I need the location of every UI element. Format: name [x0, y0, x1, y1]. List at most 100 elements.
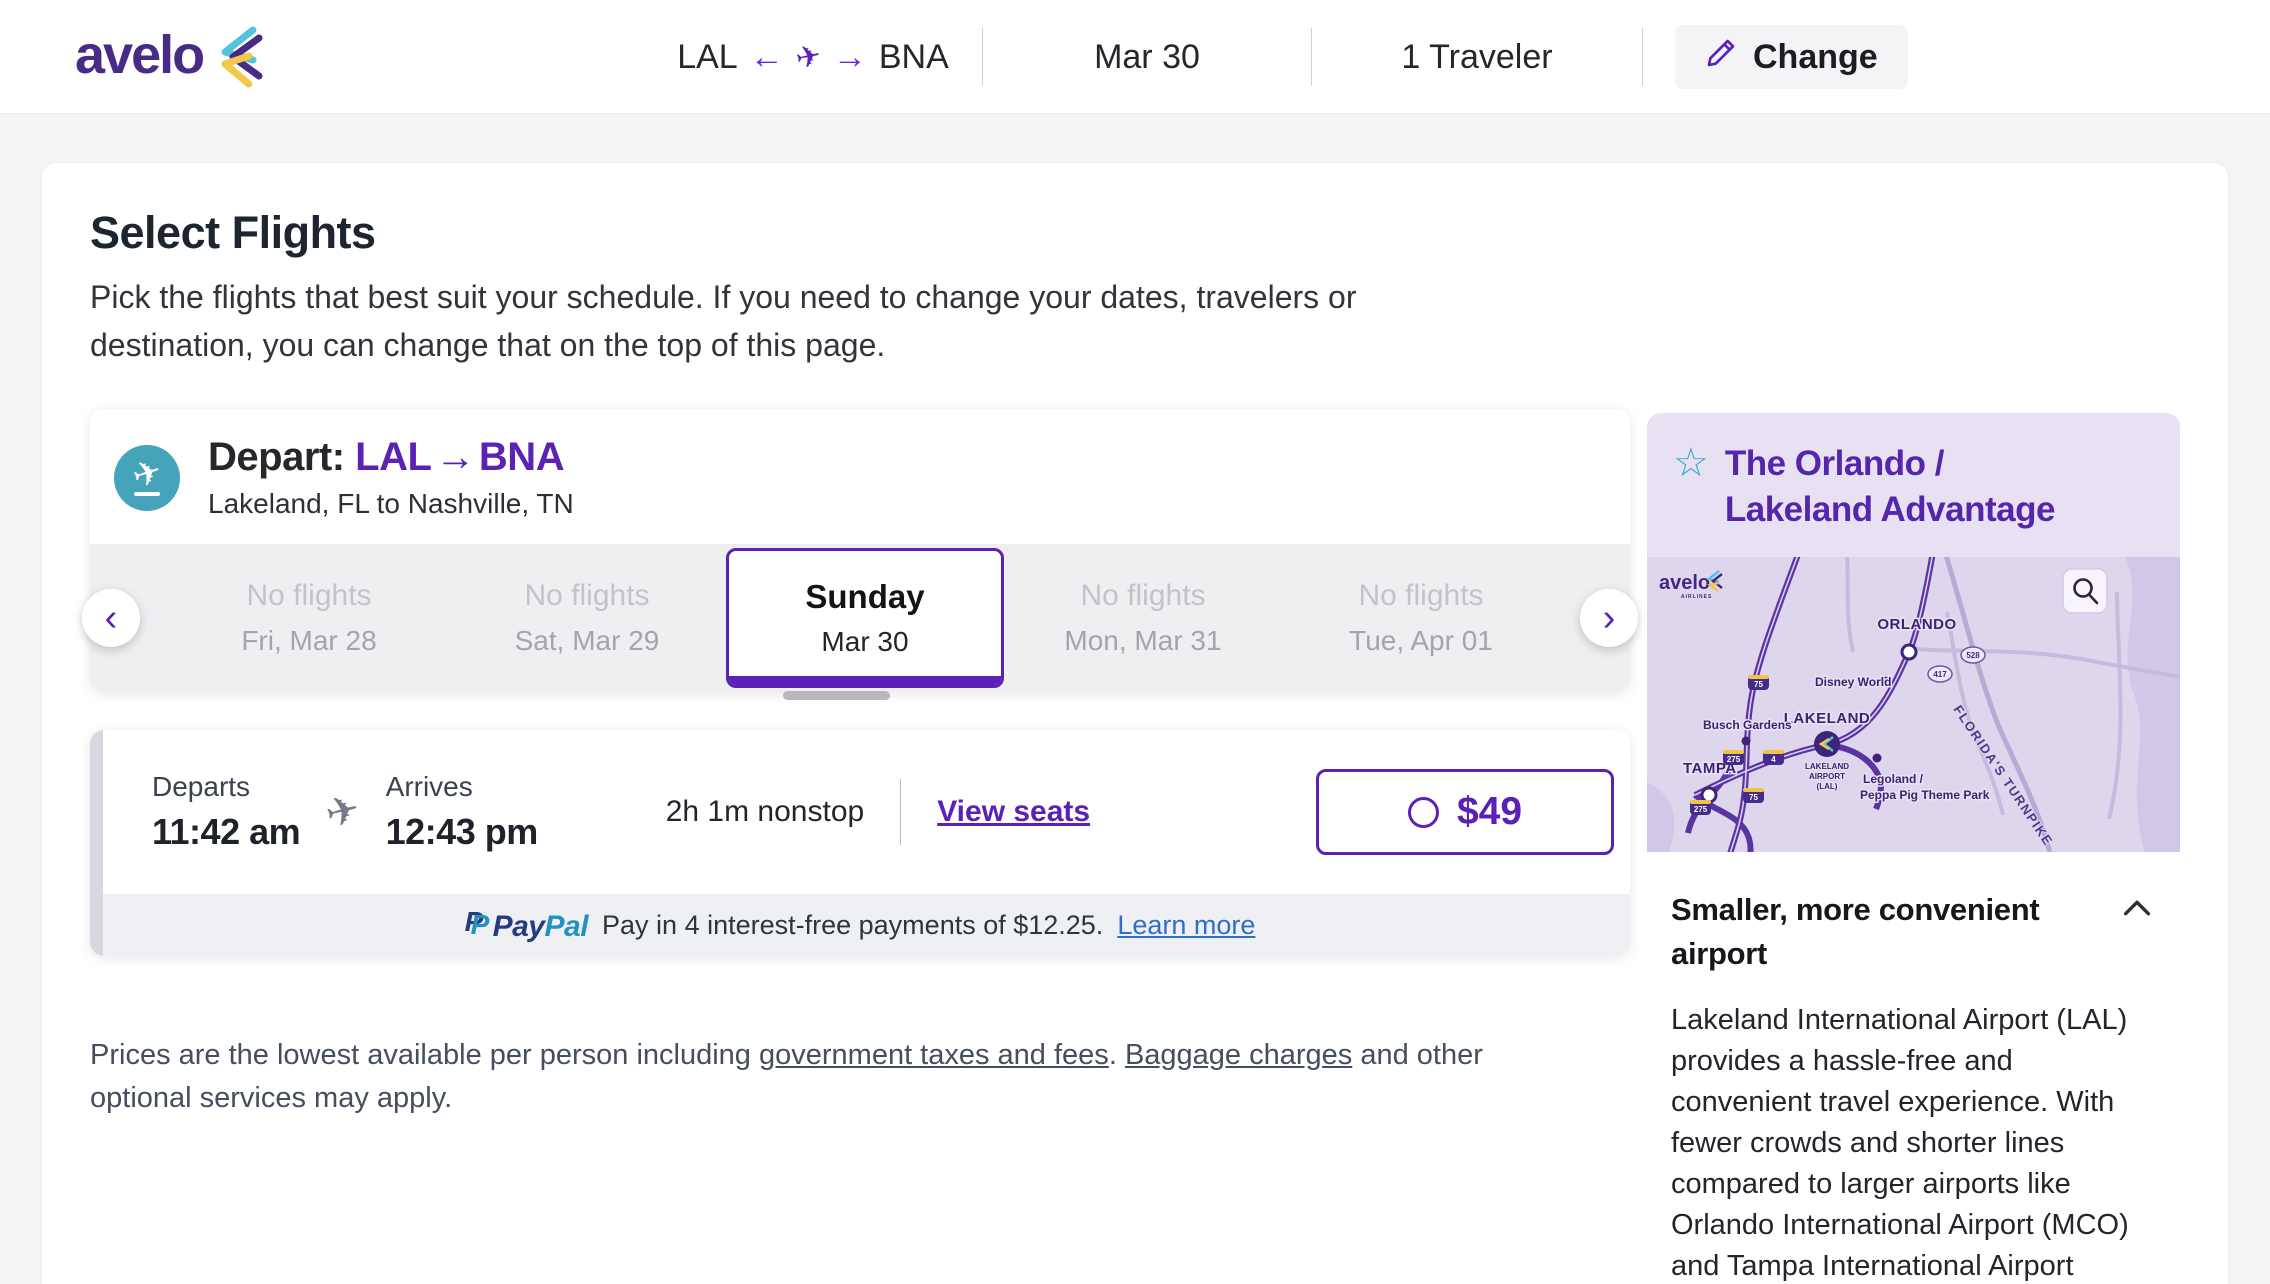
- fare-price: $49: [1456, 790, 1523, 833]
- flight-row: Departs 11:42 am ✈ Arrives 12:43 pm 2h 1…: [90, 730, 1630, 894]
- carousel-next-button[interactable]: ›: [1580, 589, 1638, 647]
- depart-destination: BNA: [478, 435, 565, 479]
- avelo-logo[interactable]: avelo: [75, 24, 263, 93]
- departs-time: 11:42 am: [152, 811, 301, 852]
- depart-card: ✈ Depart: LAL → BNA Lakeland, FL to Nashvi…: [82, 409, 1638, 700]
- arrives-block: Arrives 12:43 pm: [385, 771, 539, 853]
- date-carousel: ‹ No flights Fri, Mar 28 No flights Sat,…: [82, 544, 1638, 700]
- map-zoom-button[interactable]: [2062, 568, 2108, 614]
- svg-text:LAKELAND: LAKELAND: [1805, 762, 1849, 771]
- depart-label: Depart:: [208, 435, 345, 479]
- star-icon: ☆: [1673, 441, 1709, 485]
- top-header: avelo LAL ← ✈ → BNA Mar 30 1 Traveler Ch…: [0, 0, 2270, 114]
- advantage-card: ☆ The Orlando / Lakeland Advantage: [1647, 413, 2180, 1284]
- price-disclaimer: Prices are the lowest available per pers…: [90, 1039, 1483, 1114]
- depart-route-title: Depart: LAL → BNA: [208, 435, 574, 480]
- carousel-prev-button[interactable]: ‹: [82, 589, 140, 647]
- svg-text:528: 528: [1966, 651, 1980, 660]
- svg-text:275: 275: [1694, 805, 1708, 814]
- map-label-lakeland: LAKELAND: [1784, 710, 1871, 727]
- flight-result-card: Departs 11:42 am ✈ Arrives 12:43 pm 2h 1…: [90, 730, 1630, 956]
- map-label-disney: Disney World: [1815, 675, 1891, 689]
- taxes-fees-link[interactable]: government taxes and fees: [758, 1039, 1109, 1071]
- header-divider: [1311, 28, 1312, 86]
- carousel-scrollbar-thumb[interactable]: [783, 691, 890, 700]
- arrives-time: 12:43 pm: [385, 811, 539, 852]
- advantage-sidebar: ☆ The Orlando / Lakeland Advantage: [1647, 413, 2180, 1284]
- fare-select-button[interactable]: $49: [1316, 769, 1614, 855]
- paypal-mark-icon: P P: [464, 906, 490, 940]
- date-tab-selected-sun-mar-30[interactable]: Sunday Mar 30: [726, 548, 1004, 688]
- paypal-message: Pay in 4 interest-free payments of $12.2…: [602, 909, 1104, 940]
- route-destination: BNA: [878, 37, 949, 76]
- select-flights-card: Select Flights Pick the flights that bes…: [42, 163, 2228, 1284]
- page-title: Select Flights: [90, 207, 376, 258]
- search-icon: [2073, 578, 2093, 598]
- svg-text:avelo: avelo: [1659, 572, 1710, 594]
- chevron-up-icon[interactable]: [2120, 896, 2154, 925]
- map-shield-i4: 4: [1763, 750, 1784, 765]
- trip-travelers: 1 Traveler: [1401, 37, 1553, 76]
- date-cell-fri-mar-28: No flights Fri, Mar 28: [241, 579, 377, 656]
- row-divider: [900, 779, 902, 845]
- svg-text:417: 417: [1933, 670, 1947, 679]
- fare-radio-icon: [1407, 796, 1439, 828]
- info-body: Lakeland International Airport (LAL) pro…: [1671, 1004, 2129, 1282]
- map-shield-i75: 75: [1748, 675, 1769, 690]
- header-divider: [1642, 28, 1643, 86]
- map-avelo-logo: avelo AIRLINES: [1659, 570, 1723, 600]
- depart-route-subtitle: Lakeland, FL to Nashville, TN: [208, 488, 574, 519]
- depart-origin: LAL: [355, 435, 432, 479]
- plane-takeoff-icon: ✈: [114, 444, 180, 511]
- svg-text:Peppa Pig Theme Park: Peppa Pig Theme Park: [1860, 788, 1990, 802]
- svg-text:275: 275: [1727, 755, 1741, 764]
- map-shield-i275-south: 275: [1690, 800, 1711, 815]
- svg-text:75: 75: [1749, 793, 1758, 802]
- map-label-legoland: Legoland /: [1863, 772, 1924, 786]
- route-origin: LAL: [677, 37, 738, 76]
- svg-text:4: 4: [1771, 755, 1776, 764]
- trip-route: LAL ← ✈ → BNA: [644, 38, 982, 77]
- header-divider: [982, 28, 983, 86]
- avelo-logo-icon: [209, 26, 263, 93]
- trip-date: Mar 30: [1094, 37, 1200, 76]
- selected-tab-indicator: [729, 676, 1001, 685]
- map-shield-528: 528: [1960, 646, 1986, 664]
- right-arrow-icon: →: [435, 435, 475, 479]
- avelo-logo-text: avelo: [75, 25, 205, 85]
- date-cell-sat-mar-29: No flights Sat, Mar 29: [514, 579, 660, 656]
- paypal-logo: P P Pay Pal: [464, 906, 589, 943]
- paypal-banner: P P Pay Pal Pay in 4 interest-free paymen…: [90, 894, 1630, 956]
- trip-summary-bar: LAL ← ✈ → BNA Mar 30 1 Traveler Change: [644, 0, 1908, 114]
- right-arrow-icon: →: [832, 38, 867, 76]
- date-cell-mon-mar-31: No flights Mon, Mar 31: [1064, 579, 1222, 656]
- advantage-title: The Orlando / Lakeland Advantage: [1724, 444, 2056, 529]
- advantage-info: Smaller, more convenient airport Lakelan…: [1647, 852, 2180, 1284]
- pencil-icon: [1705, 37, 1737, 78]
- svg-text:AIRLINES: AIRLINES: [1681, 594, 1712, 600]
- map-label-orlando: ORLANDO: [1877, 616, 1956, 633]
- map-shield-417: 417: [1927, 665, 1953, 683]
- departs-label: Departs: [152, 771, 251, 802]
- change-label: Change: [1753, 37, 1878, 76]
- page-subtitle: Pick the flights that best suit your sch…: [90, 279, 1357, 363]
- baggage-charges-link[interactable]: Baggage charges: [1124, 1039, 1353, 1071]
- flight-card-accent: [90, 730, 103, 956]
- left-arrow-icon: ←: [749, 38, 784, 76]
- region-map: ORLANDO Disney World LAKELAND Busch Gard…: [1647, 557, 2180, 852]
- view-seats-link[interactable]: View seats: [937, 795, 1091, 828]
- map-shield-i275: 275: [1723, 750, 1744, 765]
- plane-route-icon: ✈: [792, 38, 825, 76]
- map-shield-i75-south: 75: [1743, 788, 1764, 803]
- paypal-learn-more-link[interactable]: Learn more: [1117, 909, 1256, 940]
- change-trip-button[interactable]: Change: [1675, 25, 1908, 89]
- advantage-header: ☆ The Orlando / Lakeland Advantage: [1647, 413, 2180, 557]
- departs-block: Departs 11:42 am: [152, 771, 301, 853]
- svg-text:AIRPORT: AIRPORT: [1809, 772, 1845, 781]
- date-cell-tue-apr-01: No flights Tue, Apr 01: [1349, 579, 1493, 656]
- arrives-label: Arrives: [385, 771, 473, 802]
- info-title: Smaller, more convenient airport: [1671, 892, 2040, 971]
- svg-text:(LAL): (LAL): [1817, 782, 1838, 791]
- map-label-tampa: TAMPA: [1683, 760, 1737, 777]
- svg-text:75: 75: [1754, 680, 1763, 689]
